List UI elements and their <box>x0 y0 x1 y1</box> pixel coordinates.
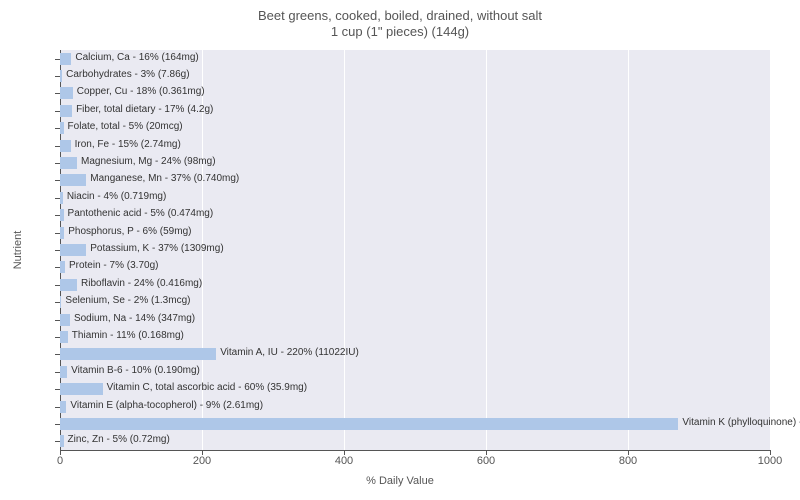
nutrient-label: Sodium, Na - 14% (347mg) <box>74 313 195 324</box>
nutrient-bar <box>60 209 64 221</box>
nutrient-bar <box>60 418 678 430</box>
bar-row: Potassium, K - 37% (1309mg) <box>60 244 770 256</box>
nutrient-bar <box>60 261 65 273</box>
nutrient-bar <box>60 401 66 413</box>
x-tick-label: 0 <box>57 455 63 467</box>
nutrient-label: Vitamin C, total ascorbic acid - 60% (35… <box>107 382 307 393</box>
nutrient-label: Thiamin - 11% (0.168mg) <box>72 330 184 341</box>
nutrient-label: Vitamin K (phylloquinone) - 871% (697.0m… <box>682 417 800 428</box>
nutrient-bar <box>60 192 63 204</box>
nutrient-bar <box>60 348 216 360</box>
bar-row: Carbohydrates - 3% (7.86g) <box>60 70 770 82</box>
bar-row: Zinc, Zn - 5% (0.72mg) <box>60 435 770 447</box>
bar-row: Manganese, Mn - 37% (0.740mg) <box>60 174 770 186</box>
bar-row: Niacin - 4% (0.719mg) <box>60 192 770 204</box>
nutrient-label: Phosphorus, P - 6% (59mg) <box>68 226 191 237</box>
nutrient-bar <box>60 140 71 152</box>
bar-row: Vitamin K (phylloquinone) - 871% (697.0m… <box>60 418 770 430</box>
bar-row: Vitamin E (alpha-tocopherol) - 9% (2.61m… <box>60 401 770 413</box>
nutrient-bar <box>60 331 68 343</box>
nutrient-bar <box>60 87 73 99</box>
chart-title-line1: Beet greens, cooked, boiled, drained, wi… <box>0 8 800 23</box>
nutrient-label: Fiber, total dietary - 17% (4.2g) <box>76 104 213 115</box>
nutrient-label: Magnesium, Mg - 24% (98mg) <box>81 156 216 167</box>
x-tick-label: 1000 <box>758 455 782 467</box>
plot-area: Calcium, Ca - 16% (164mg) Carbohydrates -… <box>60 50 771 450</box>
nutrient-label: Iron, Fe - 15% (2.74mg) <box>75 139 181 150</box>
nutrient-bar <box>60 296 61 308</box>
bar-row: Fiber, total dietary - 17% (4.2g) <box>60 105 770 117</box>
nutrient-bar <box>60 244 86 256</box>
nutrient-bar <box>60 105 72 117</box>
nutrient-label: Pantothenic acid - 5% (0.474mg) <box>68 208 214 219</box>
x-axis-line <box>60 450 770 451</box>
nutrient-label: Calcium, Ca - 16% (164mg) <box>75 52 198 63</box>
x-tick-label: 600 <box>477 455 495 467</box>
nutrient-bar <box>60 366 67 378</box>
nutrient-label: Selenium, Se - 2% (1.3mcg) <box>65 295 190 306</box>
nutrient-bar <box>60 174 86 186</box>
nutrient-label: Niacin - 4% (0.719mg) <box>67 191 166 202</box>
nutrient-label: Zinc, Zn - 5% (0.72mg) <box>68 434 170 445</box>
nutrient-label: Potassium, K - 37% (1309mg) <box>90 243 223 254</box>
bar-row: Vitamin B-6 - 10% (0.190mg) <box>60 366 770 378</box>
nutrient-bar <box>60 314 70 326</box>
nutrient-bar <box>60 122 64 134</box>
nutrient-label: Copper, Cu - 18% (0.361mg) <box>77 86 205 97</box>
bar-row: Vitamin C, total ascorbic acid - 60% (35… <box>60 383 770 395</box>
x-tick-label: 800 <box>619 455 637 467</box>
bar-row: Thiamin - 11% (0.168mg) <box>60 331 770 343</box>
nutrient-label: Riboflavin - 24% (0.416mg) <box>81 278 202 289</box>
nutrient-bar <box>60 227 64 239</box>
nutrient-label: Protein - 7% (3.70g) <box>69 260 159 271</box>
nutrient-label: Vitamin E (alpha-tocopherol) - 9% (2.61m… <box>70 400 263 411</box>
bar-row: Riboflavin - 24% (0.416mg) <box>60 279 770 291</box>
nutrient-bar <box>60 53 71 65</box>
nutrient-bar <box>60 383 103 395</box>
nutrient-label: Carbohydrates - 3% (7.86g) <box>66 69 189 80</box>
nutrient-bar <box>60 157 77 169</box>
bar-row: Folate, total - 5% (20mcg) <box>60 122 770 134</box>
x-tick-label: 200 <box>193 455 211 467</box>
bar-row: Iron, Fe - 15% (2.74mg) <box>60 140 770 152</box>
nutrient-bar <box>60 70 62 82</box>
nutrient-bar <box>60 279 77 291</box>
grid-line <box>770 50 771 450</box>
x-tick-label: 400 <box>335 455 353 467</box>
bar-row: Vitamin A, IU - 220% (11022IU) <box>60 348 770 360</box>
nutrient-label: Vitamin A, IU - 220% (11022IU) <box>220 347 359 358</box>
bar-row: Selenium, Se - 2% (1.3mcg) <box>60 296 770 308</box>
y-axis-label: Nutrient <box>12 231 24 270</box>
x-axis-label: % Daily Value <box>0 475 800 487</box>
bar-row: Sodium, Na - 14% (347mg) <box>60 314 770 326</box>
nutrient-chart: Beet greens, cooked, boiled, drained, wi… <box>0 0 800 500</box>
bar-row: Calcium, Ca - 16% (164mg) <box>60 53 770 65</box>
bar-row: Phosphorus, P - 6% (59mg) <box>60 227 770 239</box>
nutrient-label: Folate, total - 5% (20mcg) <box>68 121 183 132</box>
nutrient-label: Vitamin B-6 - 10% (0.190mg) <box>71 365 200 376</box>
bar-row: Copper, Cu - 18% (0.361mg) <box>60 87 770 99</box>
nutrient-label: Manganese, Mn - 37% (0.740mg) <box>90 173 239 184</box>
bar-row: Pantothenic acid - 5% (0.474mg) <box>60 209 770 221</box>
nutrient-bar <box>60 435 64 447</box>
chart-title-line2: 1 cup (1" pieces) (144g) <box>0 24 800 39</box>
bar-row: Magnesium, Mg - 24% (98mg) <box>60 157 770 169</box>
bar-row: Protein - 7% (3.70g) <box>60 261 770 273</box>
